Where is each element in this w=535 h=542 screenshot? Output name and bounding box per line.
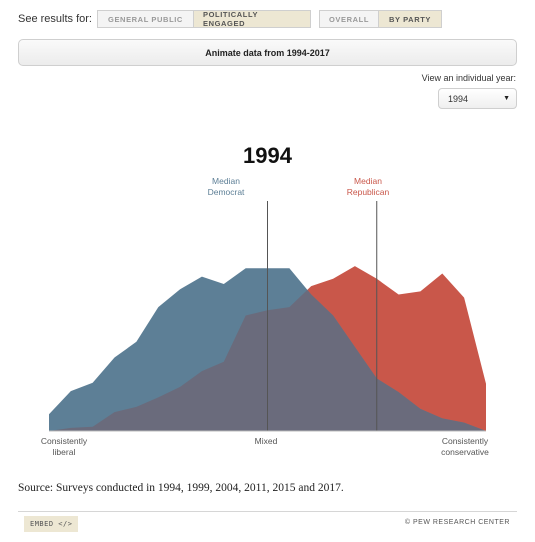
by-party-button[interactable]: BY PARTY xyxy=(378,10,442,28)
source-note: Source: Surveys conducted in 1994, 1999,… xyxy=(18,482,344,494)
audience-button-group: GENERAL PUBLIC POLITICALLY ENGAGED xyxy=(96,10,311,28)
general-public-button[interactable]: GENERAL PUBLIC xyxy=(96,10,194,28)
x-tick-label-conservative: Consistently conservative xyxy=(441,436,489,457)
year-select[interactable]: 1994 ▼ xyxy=(438,88,517,109)
embed-button[interactable]: EMBED </> xyxy=(24,516,79,532)
year-select-value: 1994 xyxy=(448,93,469,104)
median-republican-label: Median Republican xyxy=(346,176,390,197)
politically-engaged-button[interactable]: POLITICALLY ENGAGED xyxy=(193,10,311,28)
chart-title: 1994 xyxy=(243,143,292,168)
results-controls: See results for: GENERAL PUBLIC POLITICA… xyxy=(18,8,450,30)
median-democrat-label: Median Democrat xyxy=(207,176,245,197)
overall-button[interactable]: OVERALL xyxy=(318,10,379,28)
results-label: See results for: xyxy=(18,13,92,25)
view-button-group: OVERALL BY PARTY xyxy=(318,10,442,28)
animate-button[interactable]: Animate data from 1994-2017 xyxy=(18,39,517,66)
chevron-down-icon: ▼ xyxy=(503,95,510,102)
footer-divider xyxy=(18,511,517,512)
pew-credit: © PEW RESEARCH CENTER xyxy=(404,519,510,526)
year-select-label: View an individual year: xyxy=(421,73,516,83)
x-tick-label-mixed: Mixed xyxy=(254,436,278,446)
x-tick-label-liberal: Consistently liberal xyxy=(40,436,88,457)
